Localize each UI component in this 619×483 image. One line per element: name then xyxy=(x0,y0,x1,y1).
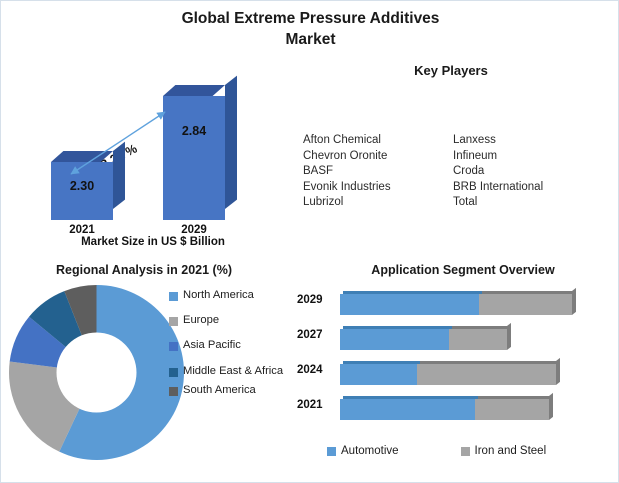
app-year-label-2024: 2024 xyxy=(297,364,323,376)
key-player-item: Afton Chemical xyxy=(303,134,381,146)
key-player-item: Infineum xyxy=(453,149,498,162)
legend-label: Automotive xyxy=(341,445,399,457)
bar-2029-front xyxy=(163,96,225,220)
application-segment-heading: Application Segment Overview xyxy=(371,263,555,277)
legend-swatch-icon xyxy=(169,316,178,326)
segment-face xyxy=(340,294,480,315)
app-bar-2029 xyxy=(340,287,576,315)
legend-label: North America xyxy=(183,289,254,301)
key-player-item: Chevron Oronite xyxy=(303,149,388,162)
app-bar-2021 xyxy=(340,392,553,420)
app-bar-segment-iron-and-steel xyxy=(449,326,511,350)
segment-face xyxy=(340,329,450,350)
bar-end-cap xyxy=(572,287,576,315)
legend-item-asia-pacific: Asia Pacific xyxy=(169,339,289,353)
bar-end-cap xyxy=(555,357,560,385)
key-player-item: Total xyxy=(453,196,478,209)
key-players-list: Afton Chemical Chevron Oronite BASF Evon… xyxy=(303,133,603,211)
legend-swatch-icon xyxy=(169,342,178,351)
key-player-item: BASF xyxy=(303,165,334,178)
donut-svg xyxy=(9,285,184,460)
legend-item-iron-and-steel: Iron and Steel xyxy=(460,445,547,459)
segment-top xyxy=(452,326,511,329)
page-title-line-2: Market xyxy=(285,30,336,48)
segment-face xyxy=(449,329,508,350)
bar-end-cap xyxy=(507,322,512,350)
legend-item-south-america: South America xyxy=(169,384,289,398)
bar-2029 xyxy=(163,75,237,220)
page-title-line-1: Global Extreme Pressure Additives xyxy=(181,10,440,27)
segment-top xyxy=(419,361,559,364)
regional-legend: North America Europe Asia Pacific Middle… xyxy=(169,289,289,409)
segment-face xyxy=(340,364,417,385)
legend-swatch-icon xyxy=(327,447,336,457)
key-players-column-right: Lanxess Infineum Croda BRB International… xyxy=(453,133,603,211)
segment-face xyxy=(340,399,475,420)
app-bar-2027 xyxy=(340,322,512,350)
market-size-caption: Market Size in US $ Billion xyxy=(81,236,225,248)
cagr-arrow-icon xyxy=(70,111,166,175)
legend-label: Middle East & Africa xyxy=(183,364,284,377)
bar-2029-value: 2.84 xyxy=(181,124,207,138)
legend-swatch-icon xyxy=(169,367,178,377)
key-players-heading: Key Players xyxy=(414,63,488,78)
application-legend: Automotive Iron and Steel xyxy=(327,445,546,459)
key-players-column-left: Afton Chemical Chevron Oronite BASF Evon… xyxy=(303,133,453,211)
segment-top xyxy=(343,326,453,329)
segment-top xyxy=(343,396,478,399)
application-segment-chart: 2029 2027 2024 2021 Automotive Iron and … xyxy=(297,285,612,480)
app-year-label-2021: 2021 xyxy=(297,399,323,411)
legend-label: Asia Pacific xyxy=(183,339,241,351)
app-bar-segment-iron-and-steel xyxy=(479,291,575,315)
segment-top xyxy=(477,396,552,399)
app-year-label-2027: 2027 xyxy=(297,329,323,341)
key-player-item: BRB International xyxy=(453,180,544,193)
segment-top xyxy=(343,361,420,364)
key-player-item: Lanxess xyxy=(453,134,496,146)
legend-item-middle-east-africa: Middle East & Africa xyxy=(169,365,289,379)
bar-2021-value: 2.30 xyxy=(69,179,95,193)
legend-label: Europe xyxy=(183,313,220,326)
legend-label: Iron and Steel xyxy=(474,445,547,457)
legend-item-europe: Europe xyxy=(169,314,289,328)
segment-top xyxy=(343,291,483,294)
app-bar-segment-automotive xyxy=(340,361,420,385)
legend-item-north-america: North America xyxy=(169,289,289,303)
app-bar-segment-iron-and-steel xyxy=(474,396,552,420)
app-bar-segment-automotive xyxy=(340,396,478,420)
legend-swatch-icon xyxy=(169,292,178,301)
bar-end-cap xyxy=(548,392,553,420)
key-player-item: Lubrizol xyxy=(303,196,344,209)
app-bar-segment-automotive xyxy=(340,326,453,350)
segment-face xyxy=(479,294,572,315)
app-bar-2024 xyxy=(340,357,560,385)
bar-2029-top xyxy=(163,85,225,96)
key-player-item: Croda xyxy=(453,165,485,178)
regional-donut-chart xyxy=(9,285,184,460)
page-title: Global Extreme Pressure Additives Market xyxy=(1,9,619,51)
segment-top xyxy=(482,291,575,294)
segment-face xyxy=(416,364,556,385)
market-size-chart: CAGR 2.7% 2.30 2021 2.84 2029 Market Siz… xyxy=(13,75,293,256)
legend-label: South America xyxy=(183,384,256,396)
donut-hole xyxy=(56,332,137,413)
legend-item-automotive: Automotive xyxy=(327,445,399,459)
key-player-item: Evonik Industries xyxy=(303,180,391,193)
bar-2021-label: 2021 xyxy=(69,224,95,236)
legend-swatch-icon xyxy=(460,447,470,457)
segment-face xyxy=(474,399,549,420)
legend-swatch-icon xyxy=(169,387,178,396)
regional-analysis-heading: Regional Analysis in 2021 (%) xyxy=(56,263,232,277)
app-bar-segment-automotive xyxy=(340,291,483,315)
bar-2029-label: 2029 xyxy=(181,224,207,236)
app-year-label-2029: 2029 xyxy=(297,294,323,306)
app-bar-segment-iron-and-steel xyxy=(416,361,559,385)
